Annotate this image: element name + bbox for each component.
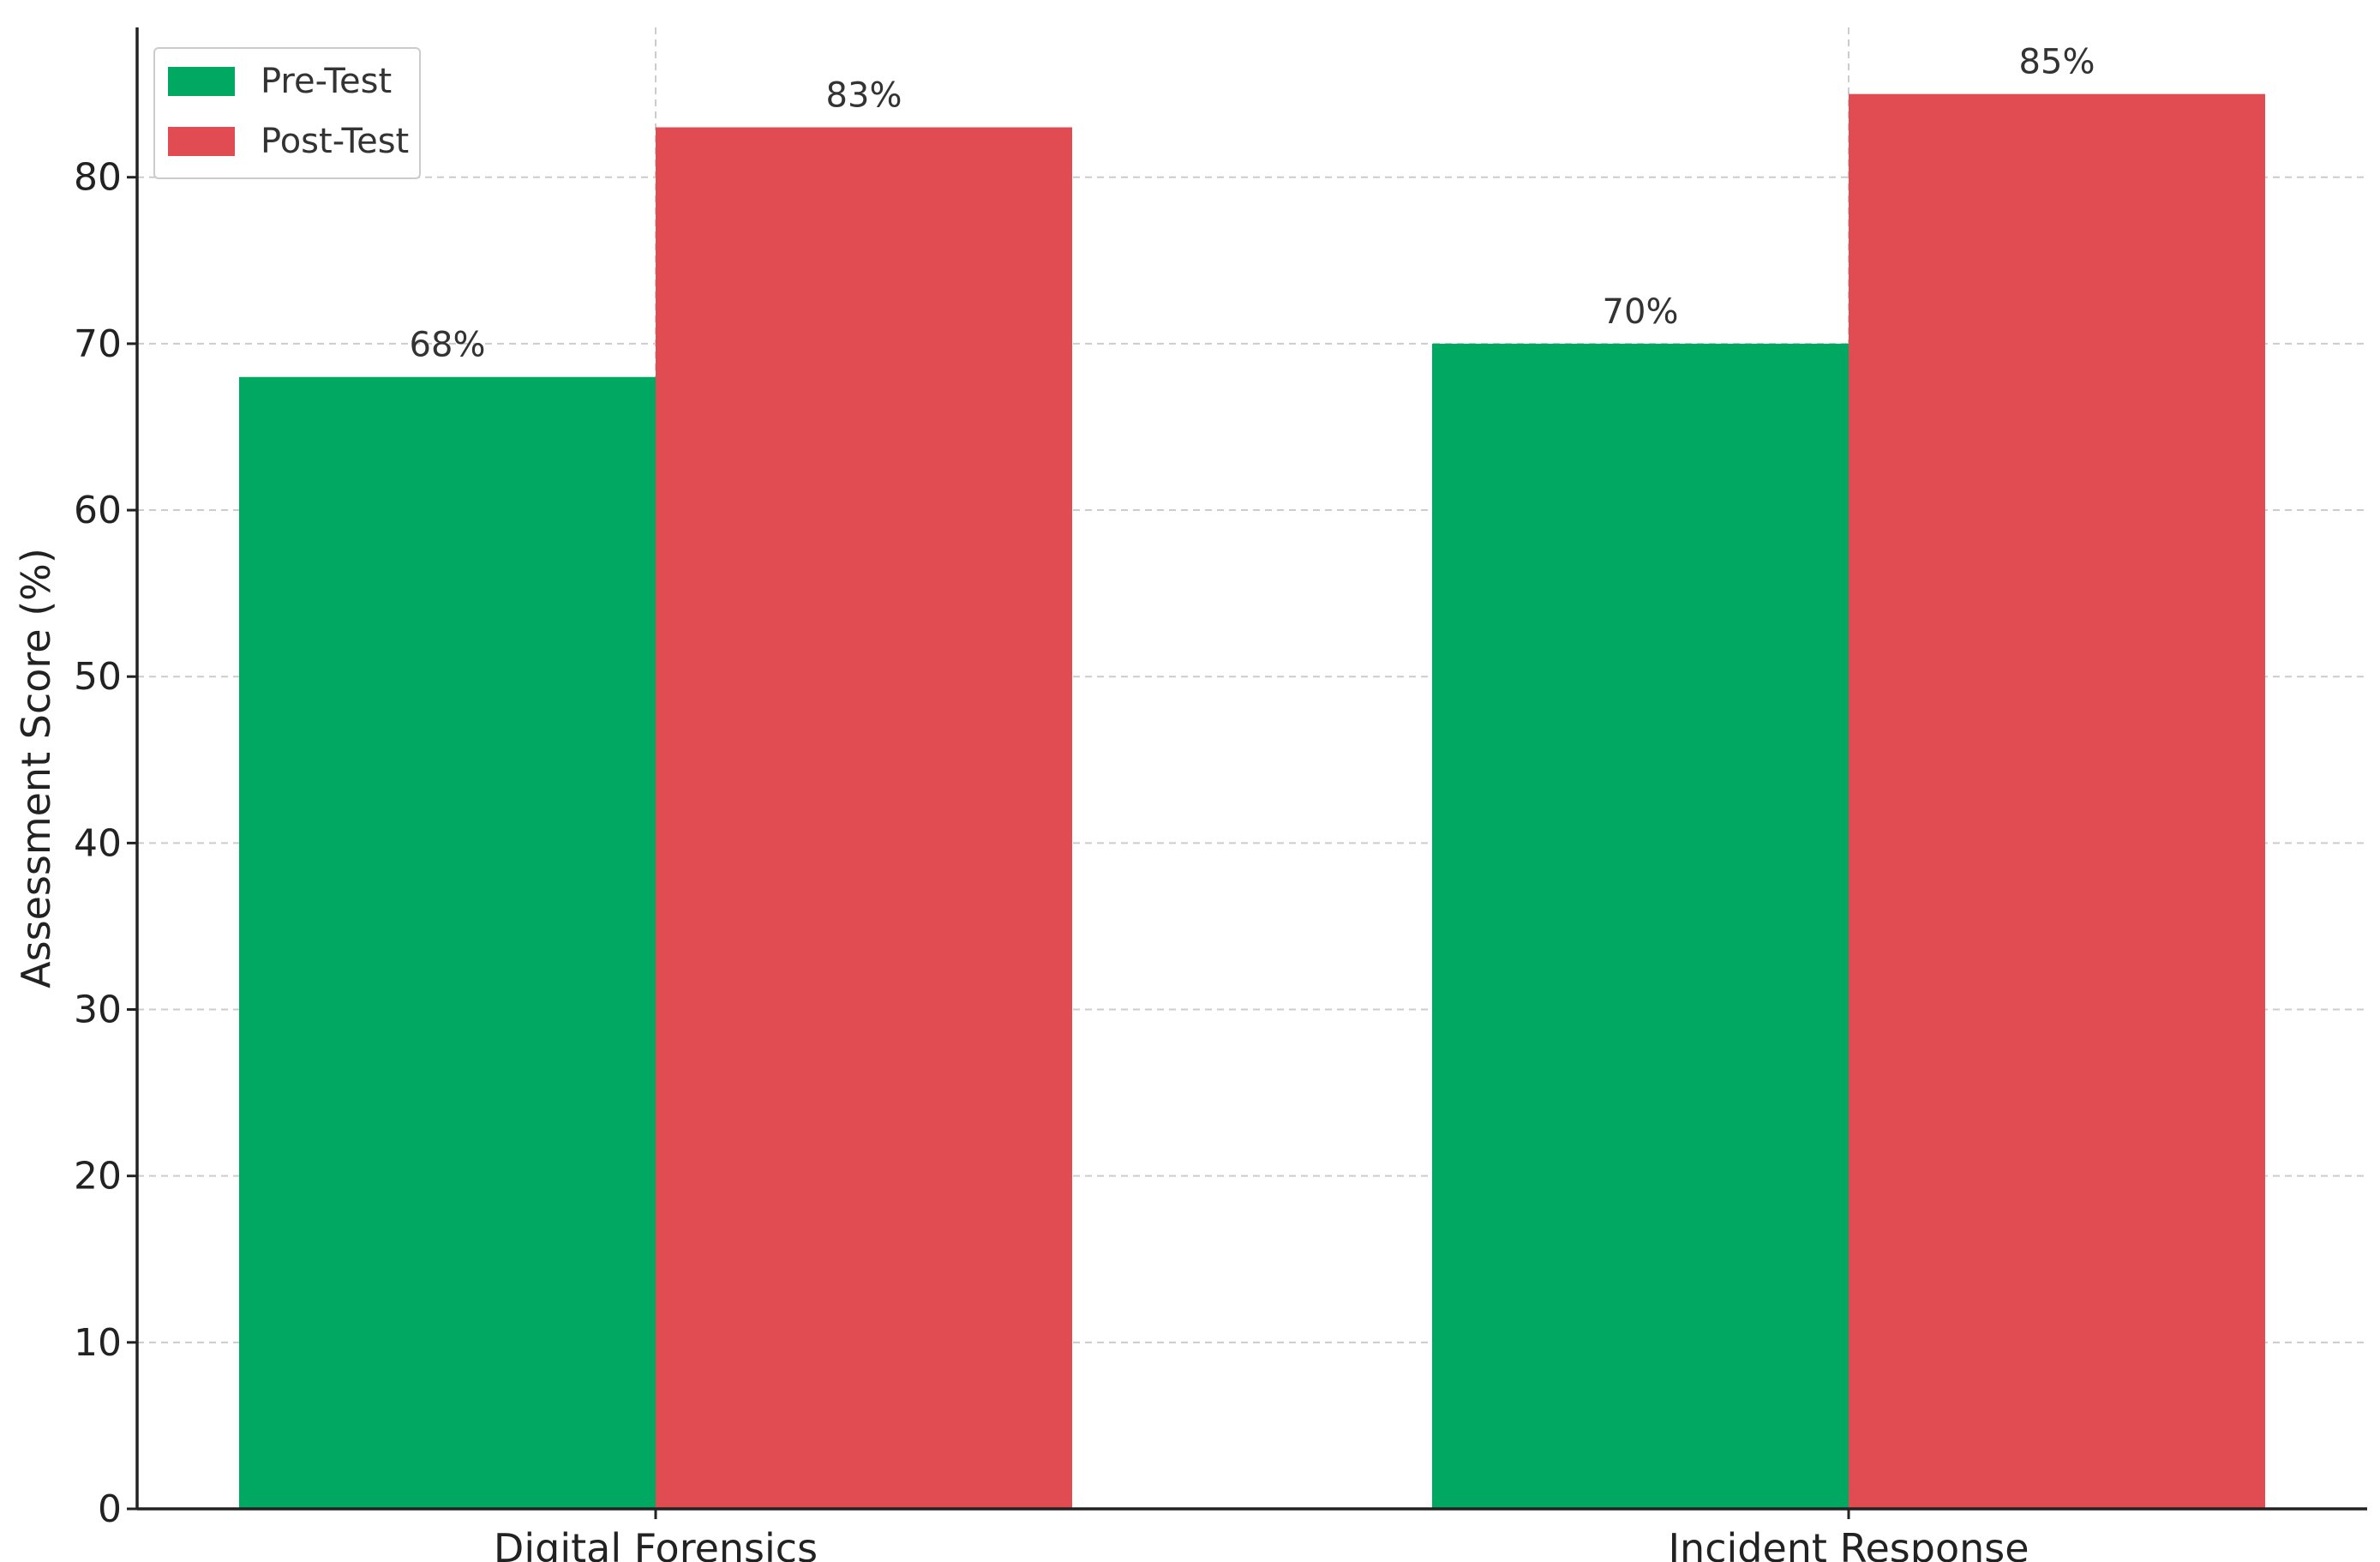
axes [135, 27, 2367, 1511]
legend-label: Pre-Test [261, 62, 392, 101]
y-tick-label: 30 [74, 988, 122, 1032]
legend: Pre-Test Post-Test [153, 47, 421, 179]
y-tick-label: 60 [74, 489, 122, 532]
bar-value-label: 68% [410, 326, 486, 365]
bar-pre-test [239, 376, 656, 1509]
y-tick-label: 50 [74, 655, 122, 699]
data-labels: 68% 70% 83% 85% [410, 43, 2095, 365]
y-tick-label: 10 [74, 1321, 122, 1365]
legend-label: Post-Test [261, 122, 409, 161]
y-tick-label: 70 [74, 322, 122, 366]
bar-pre-test [1432, 343, 1849, 1509]
y-tick-label: 0 [98, 1487, 122, 1531]
legend-swatch [168, 127, 235, 156]
bar-value-label: 70% [1603, 292, 1679, 332]
x-category-label: Incident Response [1668, 1525, 2029, 1562]
y-tick-label: 80 [74, 156, 122, 200]
y-tick-label: 20 [74, 1155, 122, 1199]
x-categories: Digital Forensics Incident Response [494, 1509, 2029, 1562]
bar-post-test [656, 127, 1072, 1509]
bars [239, 93, 2265, 1509]
legend-swatch [168, 67, 235, 96]
y-tick-label: 40 [74, 821, 122, 865]
y-axis-title: Assessment Score (%) [13, 548, 59, 988]
x-category-label: Digital Forensics [494, 1525, 818, 1562]
y-ticks: 0 10 20 30 40 50 60 70 80 [74, 156, 137, 1531]
bar-value-label: 85% [2019, 43, 2095, 82]
bar-post-test [1849, 93, 2265, 1509]
bar-value-label: 83% [826, 75, 902, 115]
